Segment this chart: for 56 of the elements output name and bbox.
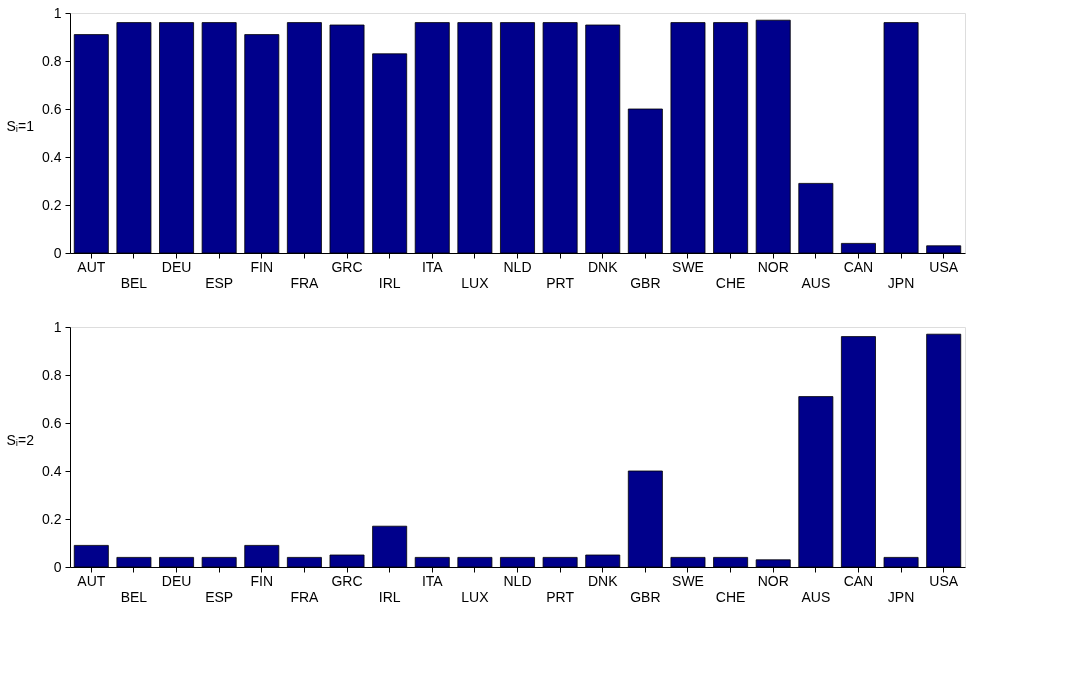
x-tick-label: LUX: [461, 274, 490, 291]
x-tick-label: SWE: [672, 258, 704, 275]
y-tick-label: 1: [53, 318, 62, 335]
x-tick-label: BEL: [120, 588, 148, 605]
y-tick-label: 0.8: [42, 366, 62, 383]
x-tick-label: NOR: [757, 572, 789, 589]
x-tick-label: FRA: [290, 274, 320, 291]
x-tick-label: DEU: [161, 572, 192, 589]
y-tick-label: 0.2: [42, 510, 62, 527]
x-tick-label: CHE: [715, 588, 746, 605]
x-tick-label: AUS: [801, 588, 831, 605]
x-tick-label: ITA: [421, 258, 444, 275]
x-tick-label: GBR: [630, 274, 661, 291]
x-tick-label: CHE: [715, 274, 746, 291]
x-tick-label: FRA: [290, 588, 320, 605]
x-tick-label: GRC: [331, 572, 363, 589]
x-tick-label: AUT: [77, 572, 106, 589]
x-tick-label: NOR: [757, 258, 789, 275]
x-tick-label: DNK: [587, 572, 619, 589]
x-tick-label: FIN: [250, 572, 274, 589]
x-tick-label: ITA: [421, 572, 444, 589]
x-tick-label: AUS: [801, 274, 831, 291]
y-tick-label: 0.6: [42, 414, 62, 431]
x-tick-label: DNK: [587, 258, 619, 275]
y-tick-label: 0.6: [42, 100, 62, 117]
x-tick-label: LUX: [461, 588, 490, 605]
y-tick-label: 0.4: [42, 148, 62, 165]
y-tick-label: 0.8: [42, 52, 62, 69]
x-tick-label: FIN: [250, 258, 274, 275]
x-tick-label: NLD: [503, 572, 532, 589]
x-tick-label: JPN: [887, 588, 915, 605]
y-tick-label: 0.4: [42, 462, 62, 479]
x-tick-label: PRT: [546, 588, 575, 605]
y-tick-label: 0: [53, 244, 62, 261]
x-tick-label: SWE: [672, 572, 704, 589]
x-tick-label: CAN: [843, 572, 874, 589]
x-tick-label: USA: [929, 258, 959, 275]
y-axis-title: Sᵢ=1: [6, 117, 35, 134]
x-tick-label: ESP: [205, 274, 234, 291]
y-tick-label: 0.2: [42, 196, 62, 213]
x-tick-label: PRT: [546, 274, 575, 291]
x-tick-label: BEL: [120, 274, 148, 291]
y-axis-title: Sᵢ=2: [6, 431, 35, 448]
x-tick-label: CAN: [843, 258, 874, 275]
x-tick-label: AUT: [77, 258, 106, 275]
x-tick-label: IRL: [378, 274, 401, 291]
x-tick-label: ESP: [205, 588, 234, 605]
x-tick-label: NLD: [503, 258, 532, 275]
x-tick-label: GBR: [630, 588, 661, 605]
x-tick-label: USA: [929, 572, 959, 589]
x-tick-label: GRC: [331, 258, 363, 275]
y-tick-label: 1: [53, 4, 62, 21]
x-tick-label: JPN: [887, 274, 915, 291]
y-tick-label: 0: [53, 558, 62, 575]
x-tick-label: DEU: [161, 258, 192, 275]
x-tick-label: IRL: [378, 588, 401, 605]
